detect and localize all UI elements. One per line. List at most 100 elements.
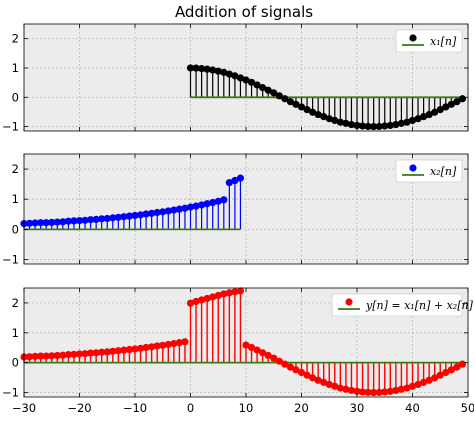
- stem-marker: [347, 120, 356, 129]
- stem-marker: [220, 68, 228, 76]
- stem-marker: [442, 368, 450, 377]
- stem-marker: [431, 374, 439, 382]
- stem-marker: [175, 205, 183, 213]
- stem-marker: [259, 349, 267, 357]
- y-tick-label: 1: [12, 192, 19, 206]
- stem-marker: [181, 338, 189, 346]
- stem-marker: [225, 289, 233, 297]
- legend-label: x₂[n]: [430, 165, 457, 178]
- stem-marker: [198, 64, 206, 73]
- stem-marker: [458, 95, 467, 103]
- stem-marker: [75, 217, 84, 225]
- stem-marker: [420, 113, 428, 121]
- stem-marker: [425, 110, 433, 119]
- stem-marker: [42, 219, 50, 227]
- stem-marker: [98, 348, 106, 356]
- stem-marker: [175, 339, 183, 347]
- stem-marker: [347, 386, 356, 395]
- y-tick-label: −1: [2, 120, 19, 134]
- stem-marker: [131, 345, 139, 353]
- stem-marker: [253, 346, 261, 354]
- stem-marker: [342, 119, 350, 127]
- stem-marker: [25, 353, 34, 361]
- stem-marker: [292, 366, 300, 374]
- legend-box: [331, 293, 463, 317]
- stem-marker: [425, 376, 433, 384]
- stem-marker: [220, 290, 228, 298]
- stem-marker: [331, 116, 339, 125]
- stem-marker: [125, 212, 134, 220]
- stem-marker: [109, 214, 117, 222]
- stem-marker: [131, 211, 139, 220]
- stem-marker: [270, 89, 278, 97]
- x-tick-label: 0: [187, 401, 194, 415]
- x-tick-label: −10: [123, 401, 147, 415]
- stem-marker: [286, 98, 294, 106]
- stem-marker: [414, 115, 422, 123]
- stem-marker: [153, 208, 161, 217]
- stem-marker: [386, 121, 394, 130]
- stem-marker: [392, 386, 400, 395]
- stem-marker: [431, 108, 439, 116]
- stem-marker: [103, 214, 111, 223]
- x-tick-label: 20: [294, 401, 309, 415]
- y-tick-label: 1: [12, 326, 19, 340]
- stem-marker: [42, 352, 50, 360]
- stem-marker: [209, 293, 217, 301]
- stem-marker: [114, 213, 122, 221]
- y-tick-label: 2: [12, 296, 19, 310]
- stem-marker: [214, 67, 222, 75]
- y-tick-label: 1: [12, 61, 19, 75]
- stem-marker: [203, 200, 211, 208]
- stem-marker: [386, 387, 394, 395]
- legend-label: x₁[n]: [430, 35, 457, 48]
- stem-marker: [81, 350, 89, 358]
- stem-marker: [114, 347, 122, 355]
- stem-marker: [87, 216, 95, 224]
- stem-marker: [242, 76, 250, 84]
- y-tick-label: 0: [12, 90, 19, 104]
- stem-marker: [59, 351, 67, 359]
- stem-marker: [142, 210, 150, 218]
- stem-marker: [447, 100, 455, 108]
- stem-marker: [153, 342, 161, 350]
- stem-marker: [164, 207, 172, 215]
- stem-marker: [320, 378, 328, 386]
- stem-marker: [392, 120, 400, 129]
- stem-marker: [408, 382, 417, 390]
- stem-marker: [358, 388, 367, 396]
- stem-marker: [186, 203, 195, 211]
- stem-marker: [148, 343, 156, 351]
- stem-marker: [320, 113, 328, 121]
- stem-marker: [281, 95, 289, 103]
- stem-marker: [325, 380, 333, 389]
- stem-marker: [170, 339, 178, 348]
- stem-marker: [442, 103, 450, 111]
- stem-marker: [70, 350, 78, 358]
- stem-marker: [281, 360, 289, 368]
- stem-marker: [186, 299, 195, 307]
- stem-marker: [314, 110, 322, 119]
- stem-marker: [209, 66, 217, 74]
- stem-marker: [192, 297, 200, 306]
- stem-marker: [331, 382, 339, 390]
- stem-marker: [353, 387, 361, 395]
- legend-marker-swatch: [345, 298, 353, 306]
- stem-marker: [31, 352, 39, 360]
- stem-marker: [436, 371, 444, 379]
- legend-marker-swatch: [409, 34, 417, 42]
- stem-marker: [403, 384, 411, 392]
- stem-marker: [87, 349, 95, 357]
- stem-marker: [436, 106, 444, 114]
- legend-marker-swatch: [409, 164, 417, 172]
- stem-panel-2: −1 0 1 2 x₂[n]: [2, 153, 469, 266]
- stem-marker: [364, 122, 372, 131]
- stem-marker: [403, 118, 411, 126]
- stem-marker: [358, 122, 367, 130]
- x-tick-label: −20: [67, 401, 91, 415]
- legend: y[n] = x₁[n] + x₂[n]: [331, 293, 474, 317]
- stem-marker: [120, 213, 128, 221]
- stem-marker: [381, 388, 389, 396]
- stem-marker: [186, 64, 195, 72]
